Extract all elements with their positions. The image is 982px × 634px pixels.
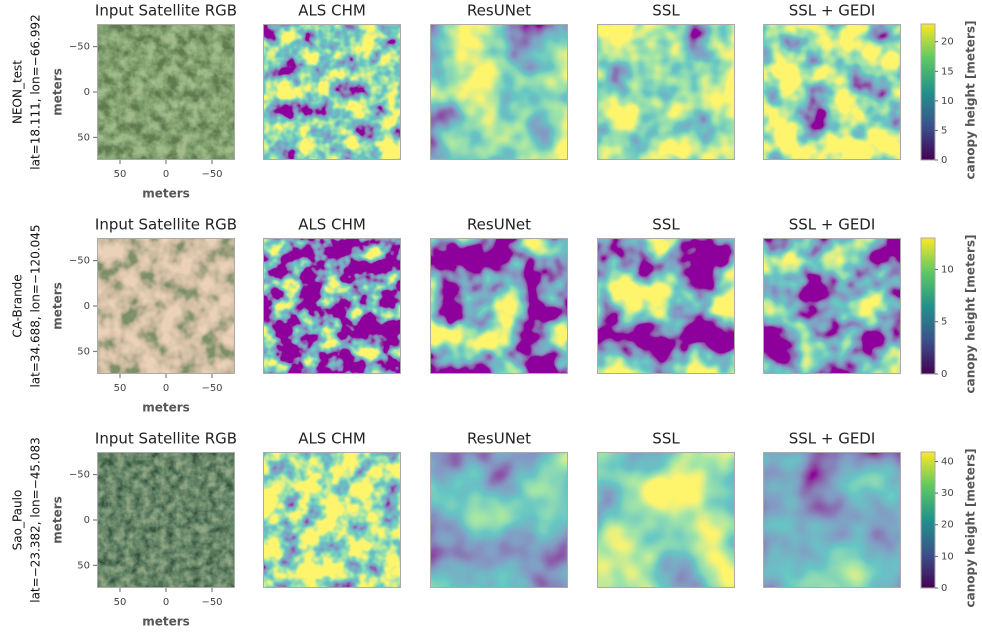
panel-title: ResUNet (467, 430, 531, 448)
colorbar-tick-label: 15 (941, 66, 954, 77)
panel-title: ALS CHM (298, 430, 366, 448)
x-axis-label: meters (142, 615, 190, 629)
x-tick-label: 0 (163, 169, 169, 180)
y-tick-label: 50 (77, 346, 90, 357)
x-axis-label: meters (142, 187, 190, 201)
colorbar-tick-label: 10 (941, 264, 954, 275)
colorbar-tick-label: 10 (941, 551, 954, 562)
colorbar (920, 237, 936, 375)
colorbar (920, 23, 936, 161)
colorbar-tick-label: 0 (941, 155, 947, 166)
canopy-height-map (263, 24, 401, 160)
panel-title: ResUNet (467, 216, 531, 234)
canopy-height-map (763, 24, 901, 160)
panel-frame (97, 452, 235, 588)
canopy-height-map (430, 238, 568, 374)
y-tick-label: −50 (69, 256, 90, 267)
y-tick-label: −50 (69, 42, 90, 53)
panel-frame (430, 452, 568, 588)
panel-frame (430, 24, 568, 160)
colorbar-tick-label: 0 (941, 583, 947, 594)
colorbar-tick-label: 10 (941, 96, 954, 107)
colorbar (920, 451, 936, 589)
satellite-image (97, 24, 235, 160)
panel-title: Input Satellite RGB (95, 430, 237, 448)
canopy-height-map (763, 452, 901, 588)
panel-title: SSL (652, 2, 680, 20)
canopy-height-map (597, 452, 735, 588)
panel-frame (97, 238, 235, 374)
y-tick-label: 50 (77, 132, 90, 143)
panel-title: Input Satellite RGB (95, 216, 237, 234)
x-tick-label: −50 (201, 383, 222, 394)
y-tick-label: 0 (84, 301, 90, 312)
panel-title: SSL + GEDI (789, 2, 876, 20)
panel-frame (763, 24, 901, 160)
panel-frame (597, 452, 735, 588)
colorbar-tick-label: 20 (941, 37, 954, 48)
panel-frame (597, 238, 735, 374)
colorbar-label: canopy height [meters] (964, 449, 978, 608)
site-coords: lat=18.111, lon=−66.992 (29, 14, 43, 169)
x-tick-label: −50 (201, 169, 222, 180)
y-tick-label: 0 (84, 515, 90, 526)
canopy-height-map (597, 238, 735, 374)
colorbar-tick-label: 40 (941, 456, 954, 467)
canopy-height-map (430, 452, 568, 588)
canopy-height-map (597, 24, 735, 160)
panel-title: SSL (652, 216, 680, 234)
panel-title: SSL + GEDI (789, 430, 876, 448)
panel-frame (97, 24, 235, 160)
site-name: NEON_test (11, 60, 25, 124)
panel-frame (597, 24, 735, 160)
x-tick-label: 0 (163, 383, 169, 394)
colorbar-label: canopy height [meters] (964, 21, 978, 180)
panel-title: Input Satellite RGB (95, 2, 237, 20)
colorbar-tick-label: 30 (941, 488, 954, 499)
panel-title: ALS CHM (298, 216, 366, 234)
x-tick-label: 50 (114, 383, 127, 394)
canopy-height-map (430, 24, 568, 160)
panel-frame (763, 238, 901, 374)
y-axis-label: meters (51, 68, 65, 116)
site-coords: lat=−23.382, lon=−45.083 (29, 437, 43, 603)
panel-frame (763, 452, 901, 588)
panel-frame (263, 238, 401, 374)
canopy-height-map (263, 238, 401, 374)
site-coords: lat=34.688, lon=−120.045 (29, 224, 43, 387)
panel-frame (430, 238, 568, 374)
site-name: Sao_Paulo (11, 490, 25, 551)
satellite-image (97, 238, 235, 374)
colorbar-tick-label: 20 (941, 520, 954, 531)
y-axis-label: meters (51, 496, 65, 544)
x-tick-label: −50 (201, 597, 222, 608)
colorbar-tick-label: 5 (941, 317, 947, 328)
canopy-height-map (763, 238, 901, 374)
canopy-height-map (263, 452, 401, 588)
y-tick-label: 0 (84, 87, 90, 98)
panel-title: ALS CHM (298, 2, 366, 20)
colorbar-tick-label: 5 (941, 125, 947, 136)
panel-title: SSL (652, 430, 680, 448)
colorbar-tick-label: 0 (941, 369, 947, 380)
panel-frame (263, 24, 401, 160)
y-tick-label: −50 (69, 470, 90, 481)
panel-frame (263, 452, 401, 588)
panel-title: ResUNet (467, 2, 531, 20)
x-axis-label: meters (142, 401, 190, 415)
x-tick-label: 0 (163, 597, 169, 608)
panel-title: SSL + GEDI (789, 216, 876, 234)
site-name: CA-Brande (11, 274, 25, 337)
y-axis-label: meters (51, 282, 65, 330)
x-tick-label: 50 (114, 169, 127, 180)
y-tick-label: 50 (77, 560, 90, 571)
x-tick-label: 50 (114, 597, 127, 608)
colorbar-label: canopy height [meters] (964, 235, 978, 394)
satellite-image (97, 452, 235, 588)
